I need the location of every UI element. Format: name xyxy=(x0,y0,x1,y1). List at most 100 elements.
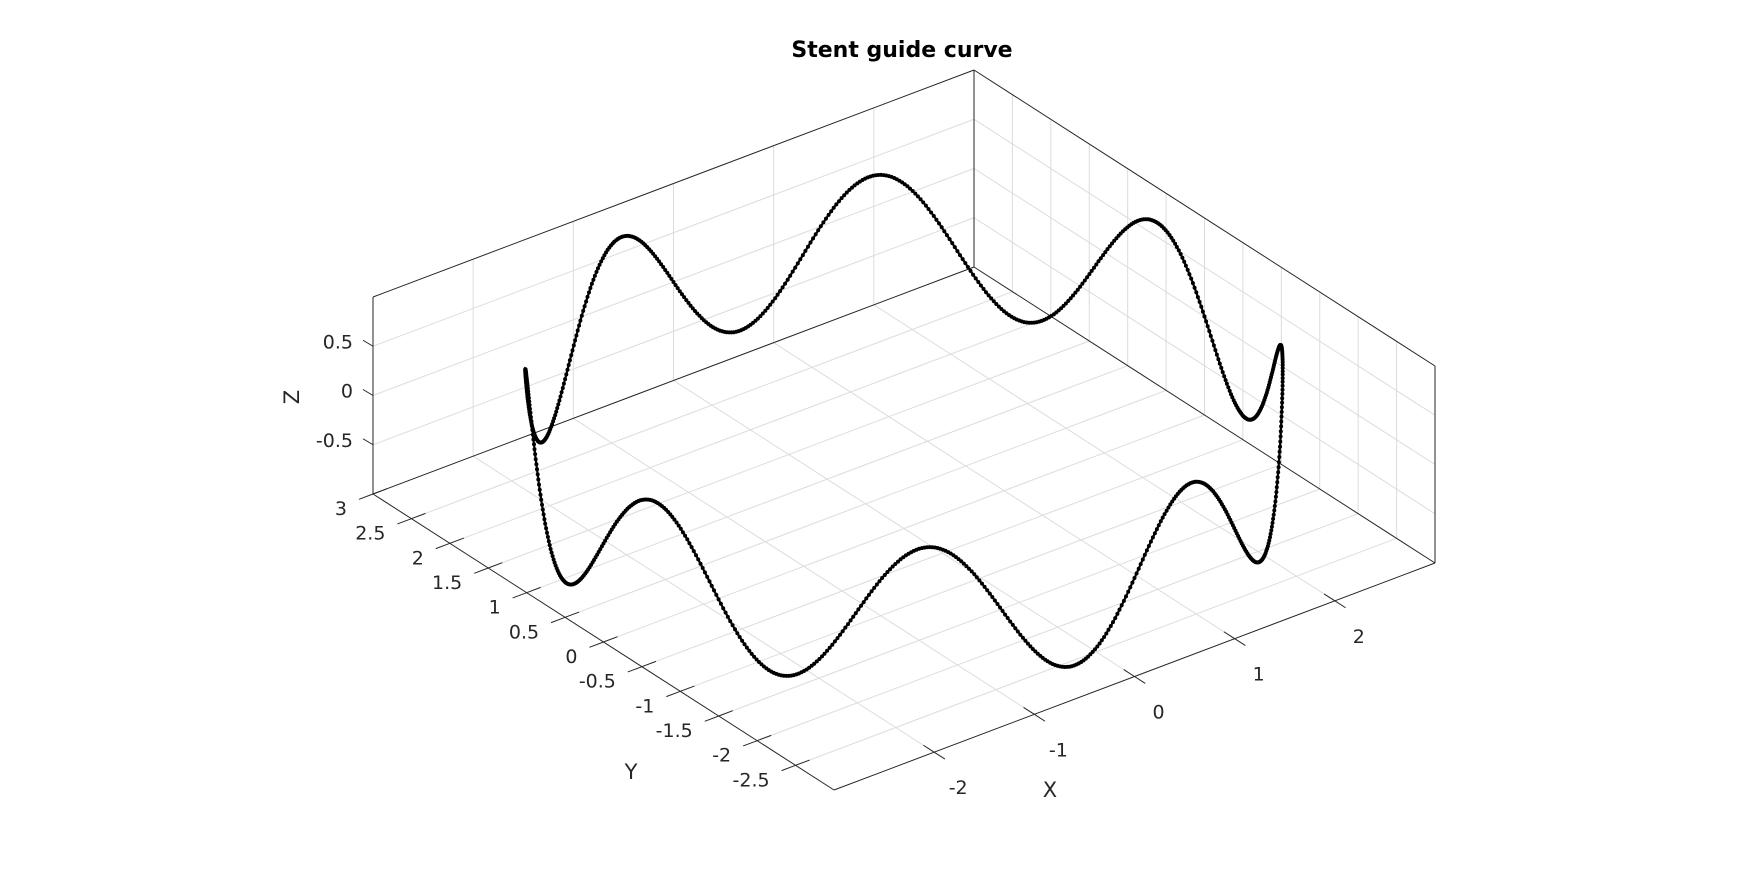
curve-point-marker xyxy=(1104,631,1109,636)
curve-point-marker xyxy=(528,415,533,419)
curve-point-marker xyxy=(1152,531,1157,536)
curve-point-marker xyxy=(1003,612,1008,617)
y-tick-mark xyxy=(603,636,618,643)
curve-point-marker xyxy=(967,566,971,571)
curve-point-marker xyxy=(1121,598,1126,603)
floor-gridline-y xyxy=(718,488,1320,717)
curve-point-marker xyxy=(885,570,890,574)
y-tick-mark xyxy=(372,488,388,495)
x-tick-mark-outer xyxy=(1334,600,1346,609)
curve-point-marker xyxy=(549,550,554,555)
y-tick-mark-outer xyxy=(474,567,489,574)
floor-gridline-y xyxy=(488,340,1090,569)
curve-point-marker xyxy=(760,311,765,316)
curve-point-marker xyxy=(587,290,591,295)
curve-point-marker xyxy=(537,487,542,492)
curve-point-marker xyxy=(561,381,566,386)
y-tick-label: 0.5 xyxy=(509,621,539,643)
y-tick-label: -2 xyxy=(712,745,731,767)
curve-point-marker xyxy=(1202,314,1207,319)
curve-point-marker xyxy=(1217,361,1222,366)
curve-point-marker xyxy=(545,530,549,535)
curve-point-marker xyxy=(838,632,843,637)
curve-point-marker xyxy=(808,240,813,245)
curve-point-marker xyxy=(1276,470,1281,475)
curve-point-marker xyxy=(835,636,840,641)
curve-point-marker xyxy=(752,654,757,659)
curve-point-marker xyxy=(994,302,999,306)
curve-point-marker xyxy=(579,313,584,318)
curve-point-marker xyxy=(1106,627,1111,632)
curve-point-marker xyxy=(821,220,826,225)
curve-point-marker xyxy=(693,309,697,313)
curve-point-marker xyxy=(566,363,571,367)
curve-point-marker xyxy=(1195,295,1200,300)
curve-point-marker xyxy=(560,386,565,390)
axes-box-edge xyxy=(372,69,975,298)
curve-point-marker xyxy=(793,265,798,270)
curve-point-marker xyxy=(1008,619,1013,624)
curve-point-marker xyxy=(1075,287,1080,292)
curve-point-marker xyxy=(961,561,966,566)
curve-point-marker xyxy=(542,517,547,522)
curve-point-marker xyxy=(659,262,664,267)
curve-point-marker xyxy=(1207,329,1212,334)
y-tick-mark-outer xyxy=(550,616,566,624)
curve-point-marker xyxy=(526,392,531,397)
curve-point-marker xyxy=(1068,296,1073,301)
curve-point-marker xyxy=(795,261,800,266)
curve-point-marker xyxy=(553,413,558,418)
curve-point-marker xyxy=(822,651,827,656)
curve-point-marker xyxy=(1087,272,1092,277)
curve-point-marker xyxy=(1278,444,1282,449)
curve-point-marker xyxy=(680,530,685,535)
curve-point-marker xyxy=(1269,528,1274,533)
curve-point-marker xyxy=(1013,626,1018,631)
curve-point-marker xyxy=(844,190,849,195)
curve-point-marker xyxy=(582,304,587,309)
curve-point-marker xyxy=(1280,376,1285,381)
curve-point-marker xyxy=(716,597,721,602)
curve-point-marker xyxy=(563,377,568,382)
curve-point-marker xyxy=(1119,603,1124,608)
y-tick-mark xyxy=(718,710,733,717)
curve-point-marker xyxy=(530,428,535,433)
curve-point-marker xyxy=(530,432,535,437)
curve-point-marker xyxy=(749,651,754,656)
curve-point-marker xyxy=(1216,357,1221,362)
curve-point-marker xyxy=(557,398,562,403)
curve-point-marker xyxy=(1279,424,1284,429)
curve-point-marker xyxy=(1111,620,1115,625)
curve-point-marker xyxy=(1272,504,1277,508)
curve-point-marker xyxy=(960,257,965,262)
curve-point-marker xyxy=(788,273,793,278)
curve-point-marker xyxy=(754,657,759,662)
curve-point-marker xyxy=(1204,319,1209,324)
curve-point-marker xyxy=(1197,299,1202,304)
curve-point-marker xyxy=(827,645,832,650)
curve-point-marker xyxy=(976,280,981,284)
z-tick-label: 0.5 xyxy=(323,331,353,353)
curve-point-marker xyxy=(1000,609,1005,613)
curve-point-marker xyxy=(577,323,582,328)
curve-point-marker xyxy=(700,566,705,570)
curve-point-marker xyxy=(533,452,538,457)
curve-point-marker xyxy=(758,314,763,319)
curve-point-marker xyxy=(806,244,810,249)
curve-point-marker xyxy=(990,595,995,599)
curve-point-marker xyxy=(872,585,877,590)
curve-point-marker xyxy=(585,294,590,299)
curve-point-marker xyxy=(1018,632,1023,637)
y-tick-label: 1 xyxy=(489,597,501,619)
curve-point-marker xyxy=(1211,343,1216,348)
curve-point-marker xyxy=(676,523,681,528)
backwall-gridline-z xyxy=(372,217,975,446)
curve-point-marker xyxy=(992,598,997,603)
curve-point-marker xyxy=(571,343,576,348)
curve-point-marker xyxy=(814,659,819,664)
curve-point-marker xyxy=(540,507,545,512)
curve-point-marker xyxy=(1280,369,1285,374)
curve-point-marker xyxy=(813,232,818,237)
curve-point-marker xyxy=(915,194,920,199)
curve-point-marker xyxy=(820,654,824,659)
